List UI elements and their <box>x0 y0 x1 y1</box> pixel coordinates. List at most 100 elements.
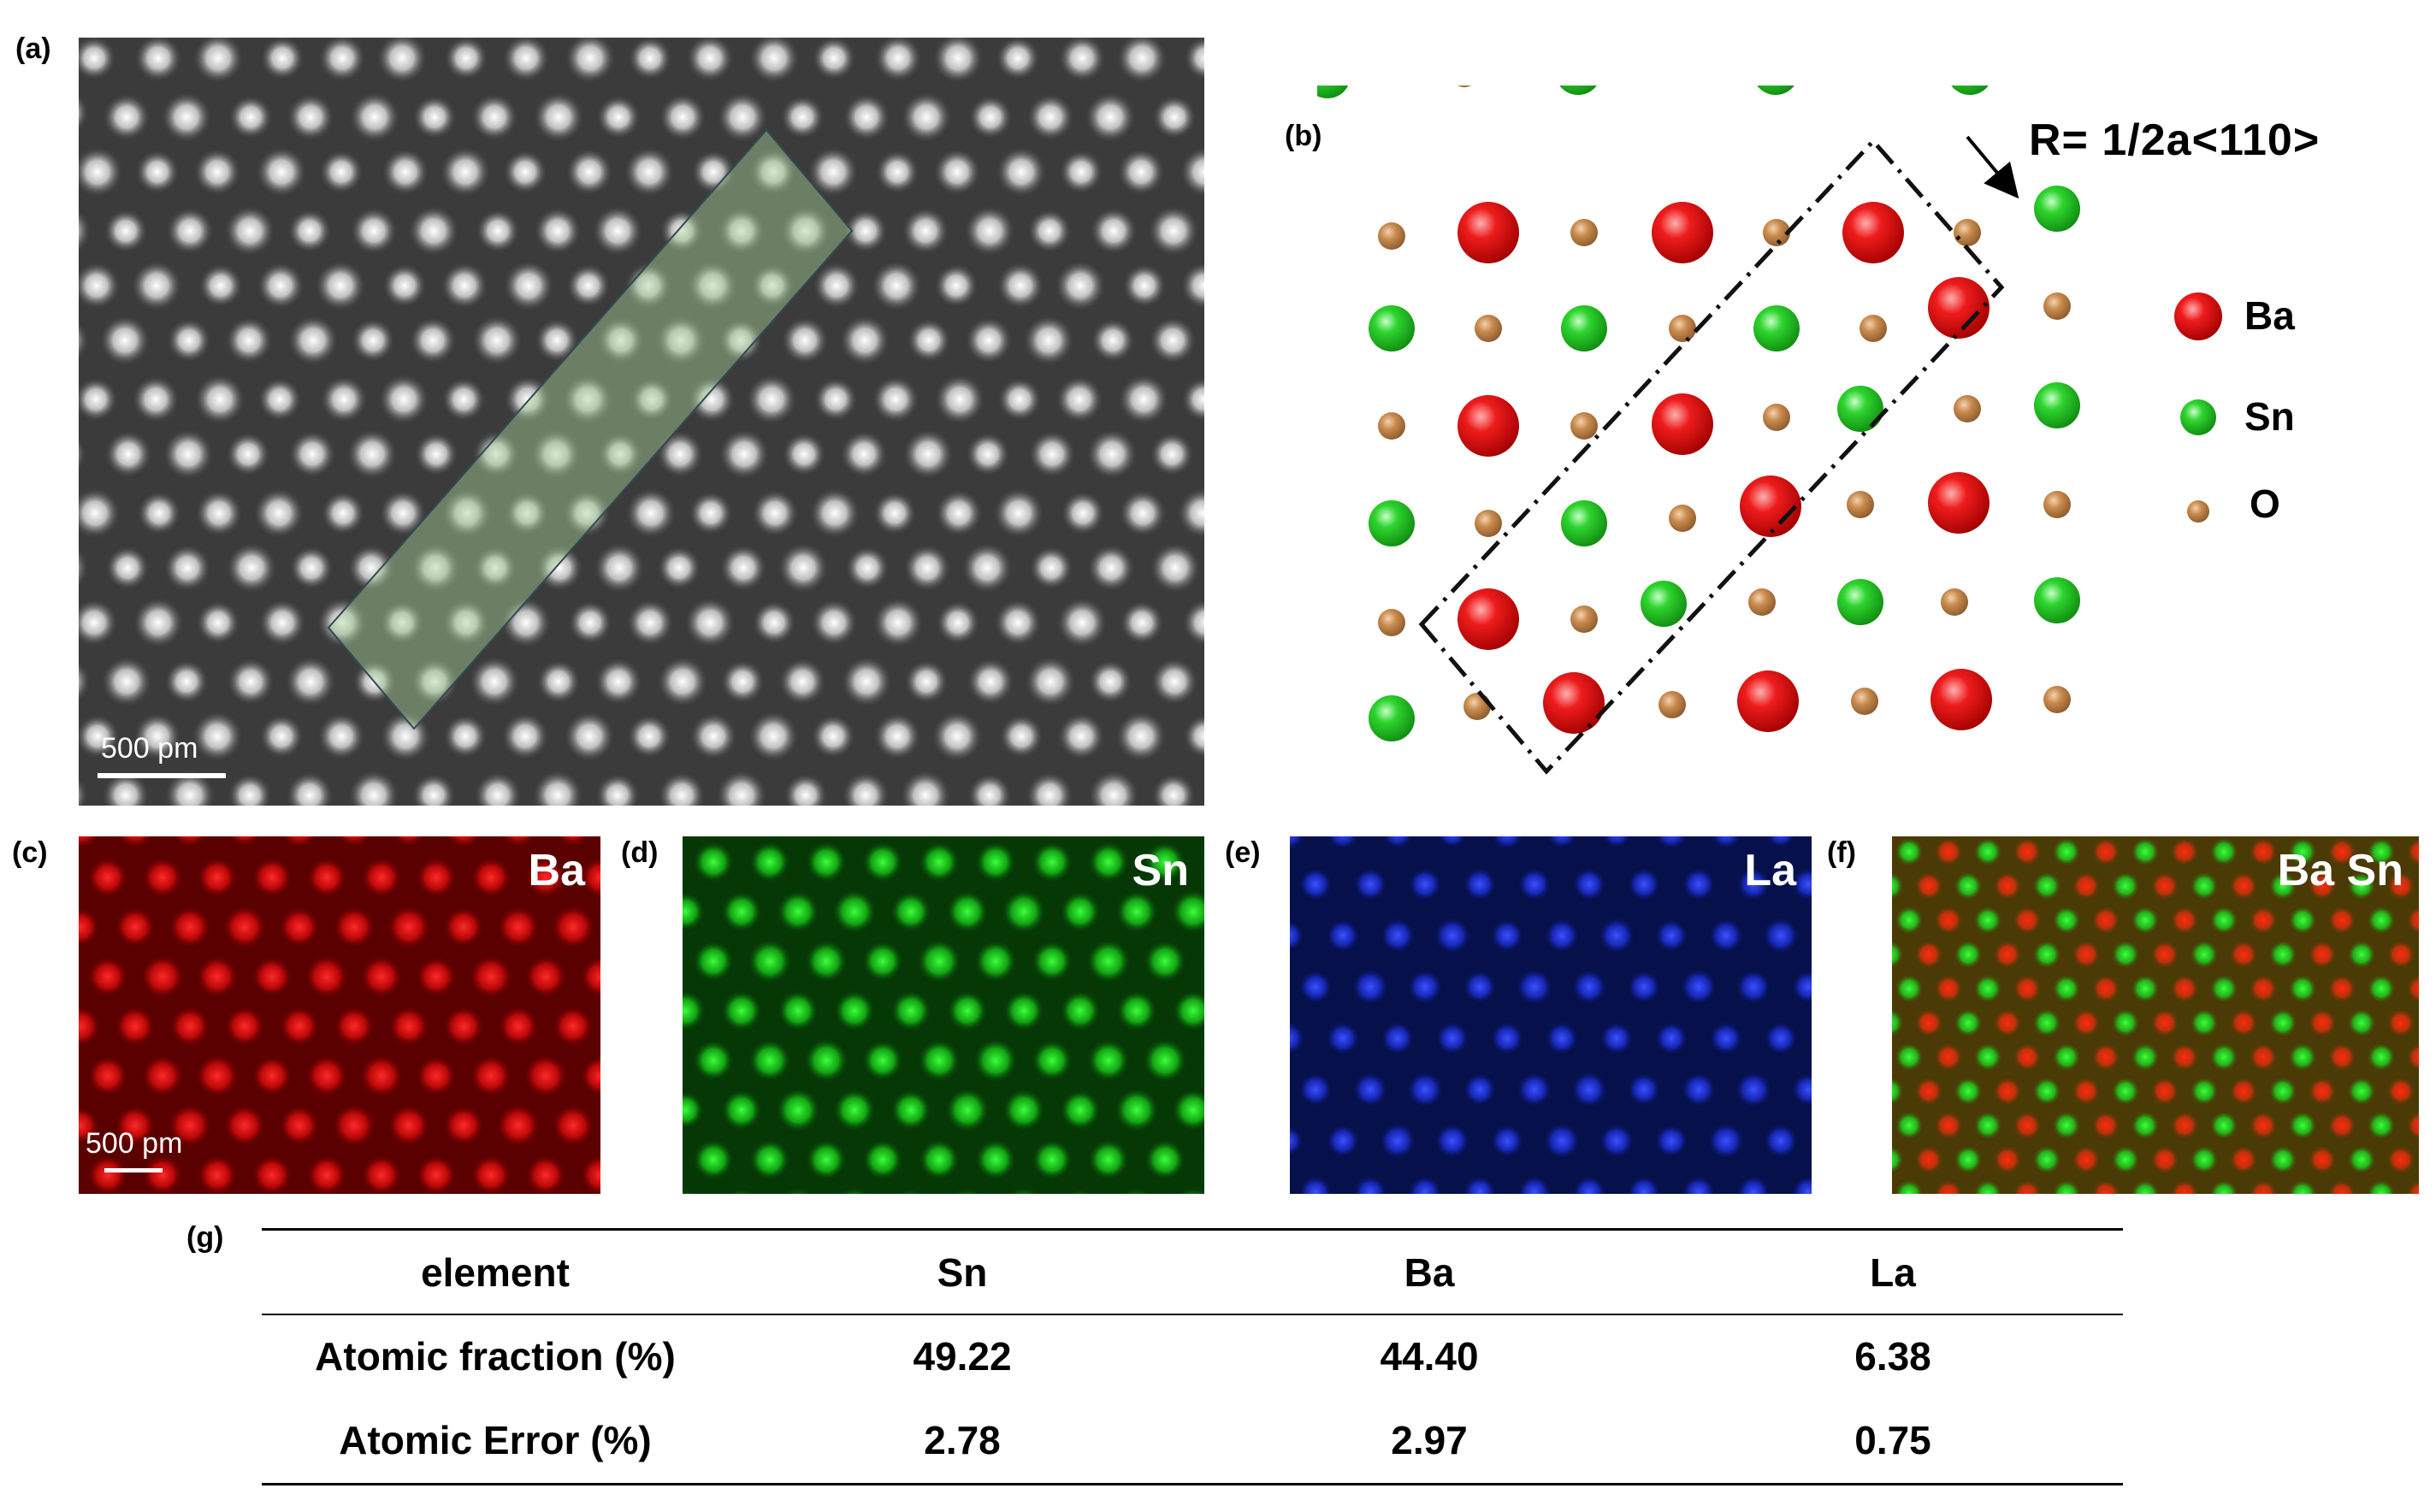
sn-map-spot <box>1115 890 1158 933</box>
sn-map-spot <box>683 990 706 1031</box>
sn-overlay-spot <box>2131 837 2160 866</box>
stem-atom <box>469 656 520 707</box>
stem-atom <box>842 771 890 806</box>
ba-map-spot <box>470 857 511 898</box>
stem-atom <box>227 658 275 706</box>
stem-atom <box>1027 209 1072 253</box>
stem-atom <box>224 205 275 257</box>
table-cell: 44.40 <box>1380 1334 1479 1379</box>
la-map-spot <box>1763 1123 1799 1159</box>
sn-map-spot <box>1201 949 1204 973</box>
sn-map-spot <box>776 1088 820 1132</box>
ba-atom <box>1930 669 1992 730</box>
o-atom <box>1658 691 1686 718</box>
ba-map-spot <box>500 836 536 848</box>
stem-atom <box>192 38 244 84</box>
ba-map-spot <box>443 907 484 948</box>
stem-atom <box>750 263 795 308</box>
table-row: Atomic Error (%) 2.78 2.97 0.75 <box>262 1399 2123 1481</box>
stem-atom <box>872 491 917 535</box>
sn-map-spot <box>1173 990 1204 1031</box>
sn-atom <box>1837 386 1883 432</box>
sn-map-spot <box>833 1089 876 1131</box>
stem-atom <box>624 146 675 198</box>
sn-overlay-spot <box>1892 871 1904 901</box>
stem-atom <box>841 656 892 707</box>
ba-map-spot <box>306 857 347 898</box>
sn-map-spot <box>947 990 988 1031</box>
ba-overlay-spot <box>1914 1008 1943 1037</box>
sn-overlay-spot <box>2347 1008 2376 1037</box>
sn-overlay-spot <box>1973 974 2002 1003</box>
stem-atom <box>79 487 121 539</box>
stem-atom <box>192 711 243 762</box>
stem-atom <box>689 712 737 760</box>
ba-map-spot <box>552 1104 594 1147</box>
sn-map-spot <box>862 842 903 883</box>
stem-atom <box>346 428 398 480</box>
stem-atom <box>655 315 707 366</box>
stem-atom <box>657 546 701 590</box>
stem-atom <box>689 491 733 535</box>
sn-overlay-spot <box>2032 940 2061 969</box>
ba-map-spot <box>470 1054 512 1097</box>
o-atom <box>1570 219 1598 246</box>
stem-atom <box>1023 315 1074 366</box>
la-map-spot <box>1326 918 1360 953</box>
sn-atom <box>1757 86 1794 95</box>
sn-map-spot <box>804 1038 848 1083</box>
stem-atom <box>317 712 365 760</box>
ba-overlay-spot <box>2150 1008 2179 1037</box>
sn-map-spot <box>777 890 819 933</box>
la-map-spot <box>1627 970 1661 1004</box>
stem-atom <box>79 714 120 759</box>
la-map-spot <box>1381 836 1414 849</box>
stem-atom <box>285 656 336 707</box>
stem-atom <box>900 770 951 806</box>
la-map-spot <box>1490 1124 1524 1158</box>
stem-atom <box>720 659 765 704</box>
sn-map-spot <box>693 1139 734 1180</box>
stem-atom <box>315 260 366 311</box>
ba-atom <box>1737 670 1799 732</box>
ba-overlay-spot <box>2150 1145 2179 1174</box>
la-map-spot <box>1290 836 1306 851</box>
stem-atom <box>102 771 150 806</box>
stem-atom <box>658 771 706 806</box>
sn-map-spot <box>693 842 734 883</box>
la-map-spot <box>1735 969 1771 1005</box>
stem-atom <box>134 38 182 82</box>
ba-overlay-spot <box>1934 1042 1963 1072</box>
sn-overlay-spot <box>1895 837 1924 866</box>
ba-map-spot <box>305 1054 348 1097</box>
stem-atom <box>104 430 152 478</box>
ba-sn-overlay-map: Ba Sn <box>1892 836 2419 1194</box>
stem-atom <box>225 316 273 364</box>
o-atom <box>1475 315 1502 342</box>
stem-atom <box>1181 377 1204 422</box>
stem-atom <box>79 209 92 253</box>
table-cell: Atomic Error (%) <box>339 1418 652 1462</box>
sn-map-spot <box>919 1139 960 1180</box>
la-map-spot <box>1326 1124 1360 1158</box>
panel-label-d: (d) <box>621 836 659 869</box>
sn-overlay-spot <box>1895 1111 1924 1140</box>
sn-map-spot <box>1060 1090 1101 1131</box>
stem-atom <box>260 38 304 80</box>
ba-map-spot <box>469 954 513 999</box>
ba-map-label: Ba <box>528 846 585 895</box>
stem-atom <box>382 263 427 308</box>
sn-overlay-spot <box>1973 1111 2002 1140</box>
sn-map: Sn <box>683 836 1204 1194</box>
stem-atom <box>287 315 339 366</box>
stem-atom <box>1120 600 1164 645</box>
ba-overlay-spot <box>2229 1077 2258 1106</box>
stem-atom <box>379 489 427 537</box>
stem-atom <box>133 712 181 760</box>
sn-overlay-spot <box>2111 1077 2140 1106</box>
ba-map-spot <box>470 1155 511 1194</box>
stem-atom <box>840 430 888 478</box>
stem-atom <box>533 92 584 143</box>
la-map-spot <box>1680 968 1718 1006</box>
displacement-vector-label: R= 1/2a<110> <box>2029 115 2321 165</box>
